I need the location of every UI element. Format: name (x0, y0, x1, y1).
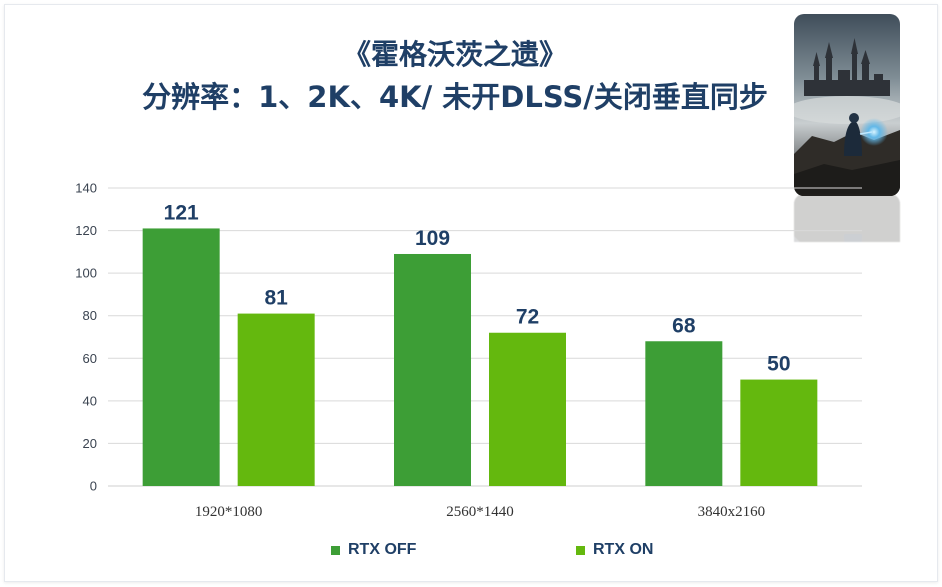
legend-item-rtx-on: RTX ON (576, 540, 653, 560)
y-tick-label: 80 (83, 308, 97, 323)
bar (645, 341, 723, 486)
data-label: 68 (672, 314, 696, 337)
bar (394, 253, 471, 486)
legend-swatch-rtx-on (576, 545, 585, 555)
data-label: 109 (415, 227, 450, 250)
chart-title: 《霍格沃茨之遗》 (342, 38, 567, 71)
bar (740, 379, 818, 486)
y-tick-label: 120 (75, 223, 97, 238)
data-label: 72 (516, 306, 539, 329)
data-label: 121 (164, 201, 199, 224)
data-label: 81 (264, 287, 288, 310)
bar (237, 313, 315, 486)
y-tick-label: 40 (83, 393, 97, 408)
legend-item-rtx-off: RTX OFF (331, 540, 416, 560)
y-tick-label: 0 (90, 479, 97, 494)
game-cover-reflection (794, 194, 900, 242)
legend-label-rtx-off: RTX OFF (348, 541, 417, 558)
x-tick-label: 2560*1440 (446, 504, 514, 520)
legend-swatch-rtx-off (331, 545, 340, 555)
bar (142, 228, 220, 486)
bar (489, 332, 566, 486)
legend-label-rtx-on: RTX ON (593, 541, 654, 558)
y-tick-label: 60 (83, 351, 97, 366)
y-tick-label: 20 (83, 436, 97, 451)
chart-subtitle: 分辨率：1、2K、4K/ 未开DLSS/关闭垂直同步 (142, 80, 768, 114)
game-cover-image (794, 14, 900, 196)
x-tick-label: 1920*1080 (195, 504, 263, 520)
y-tick-label: 100 (75, 266, 97, 281)
y-tick-label: 140 (75, 181, 97, 196)
x-tick-label: 3840x2160 (698, 504, 766, 520)
data-label: 50 (767, 353, 790, 376)
